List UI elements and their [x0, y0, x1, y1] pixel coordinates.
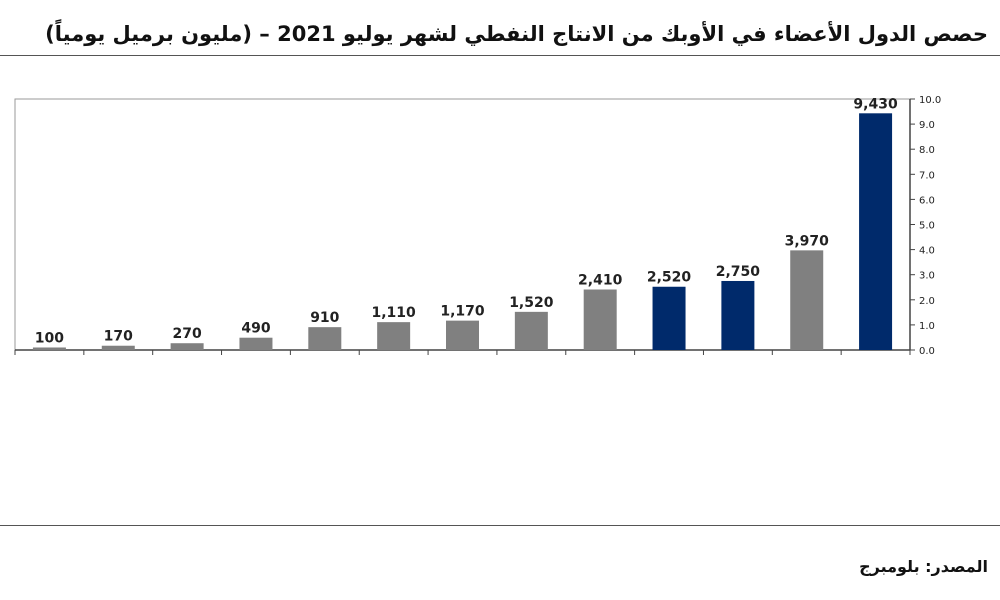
bar: [583, 289, 617, 350]
bar: [446, 320, 479, 350]
data-label: 2,520: [647, 270, 692, 286]
y-tick-label: 7.0: [919, 170, 935, 181]
y-tick-label: 5.0: [919, 221, 935, 232]
data-label: 2,750: [716, 264, 761, 280]
bar: [790, 250, 824, 350]
y-tick-label: 3.0: [919, 271, 935, 282]
bottom-divider: [0, 525, 1000, 526]
source-note: المصدر: بلومبرج: [859, 557, 988, 576]
top-divider: [0, 55, 1000, 56]
y-tick-label: 1.0: [919, 321, 935, 332]
data-label: 2,410: [578, 273, 623, 289]
y-tick-labels: 0.0 1.0 2.0 3.0 4.0 5.0 6.0 7.0 8.0 9.0 10.0: [910, 95, 941, 357]
bar: [721, 280, 755, 350]
bar: [514, 311, 548, 350]
bar: [32, 347, 66, 350]
data-label: 1,170: [440, 304, 485, 320]
bar: [377, 322, 411, 350]
data-label: 490: [241, 321, 270, 337]
data-label: 9,430: [853, 96, 898, 112]
data-label: 1,110: [372, 305, 417, 321]
data-label: 3,970: [785, 233, 830, 249]
bar: [308, 327, 342, 350]
bar: [101, 345, 135, 350]
y-tick-label: 4.0: [919, 246, 935, 257]
bar: [859, 113, 893, 350]
bar: [239, 337, 273, 350]
bar-chart: 100 170 270 490 910 1,110 1,170 1,520 2,410 2,520…: [14, 95, 941, 357]
y-tick-label: 0.0: [919, 346, 935, 357]
data-label: 100: [35, 330, 64, 346]
y-tick-label: 2.0: [919, 296, 935, 307]
y-tick-label: 6.0: [919, 195, 935, 206]
data-labels: 100 170 270 490 910 1,110 1,170 1,520 2,410 2,520…: [35, 96, 898, 346]
chart-title: حصص الدول الأعضاء في الأوبك من الانتاج ا…: [45, 22, 988, 46]
data-label: 270: [172, 326, 201, 342]
data-label: 170: [104, 329, 133, 345]
bars: [32, 113, 893, 350]
bar: [652, 286, 686, 350]
bar: [170, 343, 204, 350]
y-tick-label: 10.0: [919, 95, 941, 106]
y-tick-label: 9.0: [919, 120, 935, 131]
y-tick-label: 8.0: [919, 145, 935, 156]
data-label: 1,520: [509, 295, 554, 311]
data-label: 910: [310, 310, 339, 326]
